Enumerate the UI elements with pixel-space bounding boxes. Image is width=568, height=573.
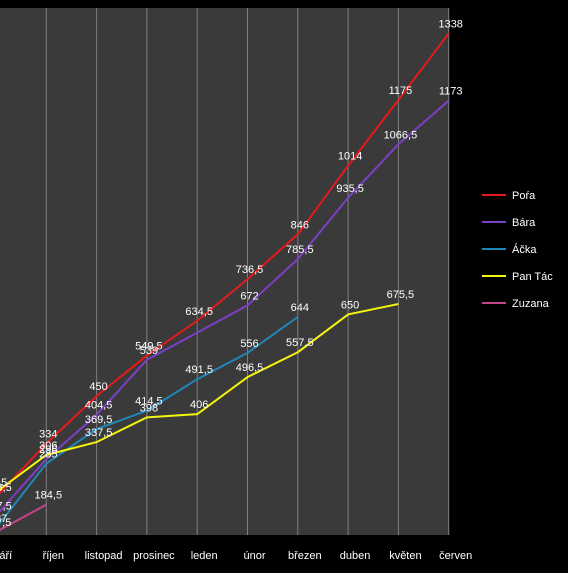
x-tick-label-9: červen — [439, 550, 472, 562]
data-label-pan-tac-4: 406 — [190, 399, 208, 411]
x-tick-label-4: leden — [191, 550, 218, 562]
gridlines — [45, 8, 450, 535]
data-label-pora-7: 1014 — [338, 151, 362, 163]
x-tick-label-8: květen — [389, 550, 421, 562]
data-label-acka-0: 127 — [0, 513, 7, 525]
data-labels: 203,5 334 450 549,5 634,5 736,5 846 1014 1175 133… — [0, 18, 463, 529]
data-label-bara-3: 539 — [140, 345, 158, 357]
data-label-acka-6: 644 — [291, 302, 309, 314]
x-tick-label-6: březen — [288, 550, 322, 562]
data-label-pan-tac-8: 675,5 — [387, 289, 415, 301]
series-line-pora — [0, 32, 450, 495]
data-label-bara-2: 404,5 — [85, 400, 113, 412]
x-tick-label-7: duben — [340, 550, 371, 562]
legend-entry-bara: Bára — [512, 217, 536, 229]
data-label-acka-4: 491,5 — [185, 364, 213, 376]
x-tick-label-5: únor — [243, 550, 265, 562]
series-line-acka — [0, 316, 299, 525]
data-label-bara-1: 296 — [39, 444, 57, 456]
series-line-pan-tac — [0, 303, 399, 491]
legend-entry-acka: Áčka — [512, 243, 537, 256]
data-label-bara-6: 785,5 — [286, 244, 314, 256]
data-label-bara-0: 157,5 — [0, 501, 12, 513]
legend-entry-pan-tac: Pan Tác — [512, 271, 553, 283]
data-label-pora-4: 634,5 — [185, 306, 213, 318]
legend-entry-zuzana: Zuzana — [512, 298, 550, 310]
data-label-pan-tac-7: 650 — [341, 299, 359, 311]
x-axis-ticks: září říjen listopad prosinec leden únor březen… — [0, 550, 472, 562]
series-line-bara — [0, 99, 450, 513]
data-label-pora-3: 549,5 — [135, 340, 163, 352]
data-label-pan-tac-6: 557,5 — [286, 337, 314, 349]
data-label-acka-1: 285 — [39, 449, 57, 461]
data-label-bara-8: 1066,5 — [384, 129, 418, 141]
data-label-pan-tac-3: 398 — [140, 402, 158, 414]
x-tick-label-3: prosinec — [133, 550, 175, 562]
x-tick-label-2: listopad — [85, 550, 123, 562]
data-label-bara-7: 935,5 — [336, 183, 364, 195]
x-tick-label-1: říjen — [43, 550, 64, 562]
data-label-pan-tac-1: 306 — [39, 440, 57, 452]
data-label-pora-9: 1338 — [438, 18, 462, 30]
data-label-bara-5: 672 — [240, 290, 258, 302]
data-label-acka-5: 556 — [240, 338, 258, 350]
data-label-pora-0: 203,5 — [0, 482, 12, 494]
data-label-pora-1: 334 — [39, 429, 57, 441]
data-label-zuzana-1: 184,5 — [35, 490, 63, 502]
x-tick-label-0: září — [0, 550, 12, 562]
series-line-zuzana — [0, 503, 47, 531]
data-label-pora-8: 1175 — [389, 85, 413, 97]
legend-entry-pora: Poŕa — [512, 190, 536, 202]
data-label-pora-6: 846 — [291, 219, 309, 231]
data-label-pan-tac-5: 496,5 — [236, 362, 264, 374]
series-lines — [0, 32, 450, 531]
plot-area — [0, 8, 449, 535]
data-label-bara-9: 1173 — [439, 86, 463, 98]
legend: Poŕa Bára Áčka Pan Tác Zuzana — [482, 190, 553, 310]
data-label-acka-2: 369,5 — [85, 414, 113, 426]
data-label-pora-2: 450 — [89, 381, 107, 393]
data-label-zuzana-0: 117,5 — [0, 517, 11, 529]
data-label-pan-tac-2: 337,5 — [85, 427, 113, 439]
data-label-pora-5: 736,5 — [236, 264, 264, 276]
data-label-pan-tac-0: 215 — [0, 477, 7, 489]
data-label-acka-3: 414,5 — [135, 396, 163, 408]
